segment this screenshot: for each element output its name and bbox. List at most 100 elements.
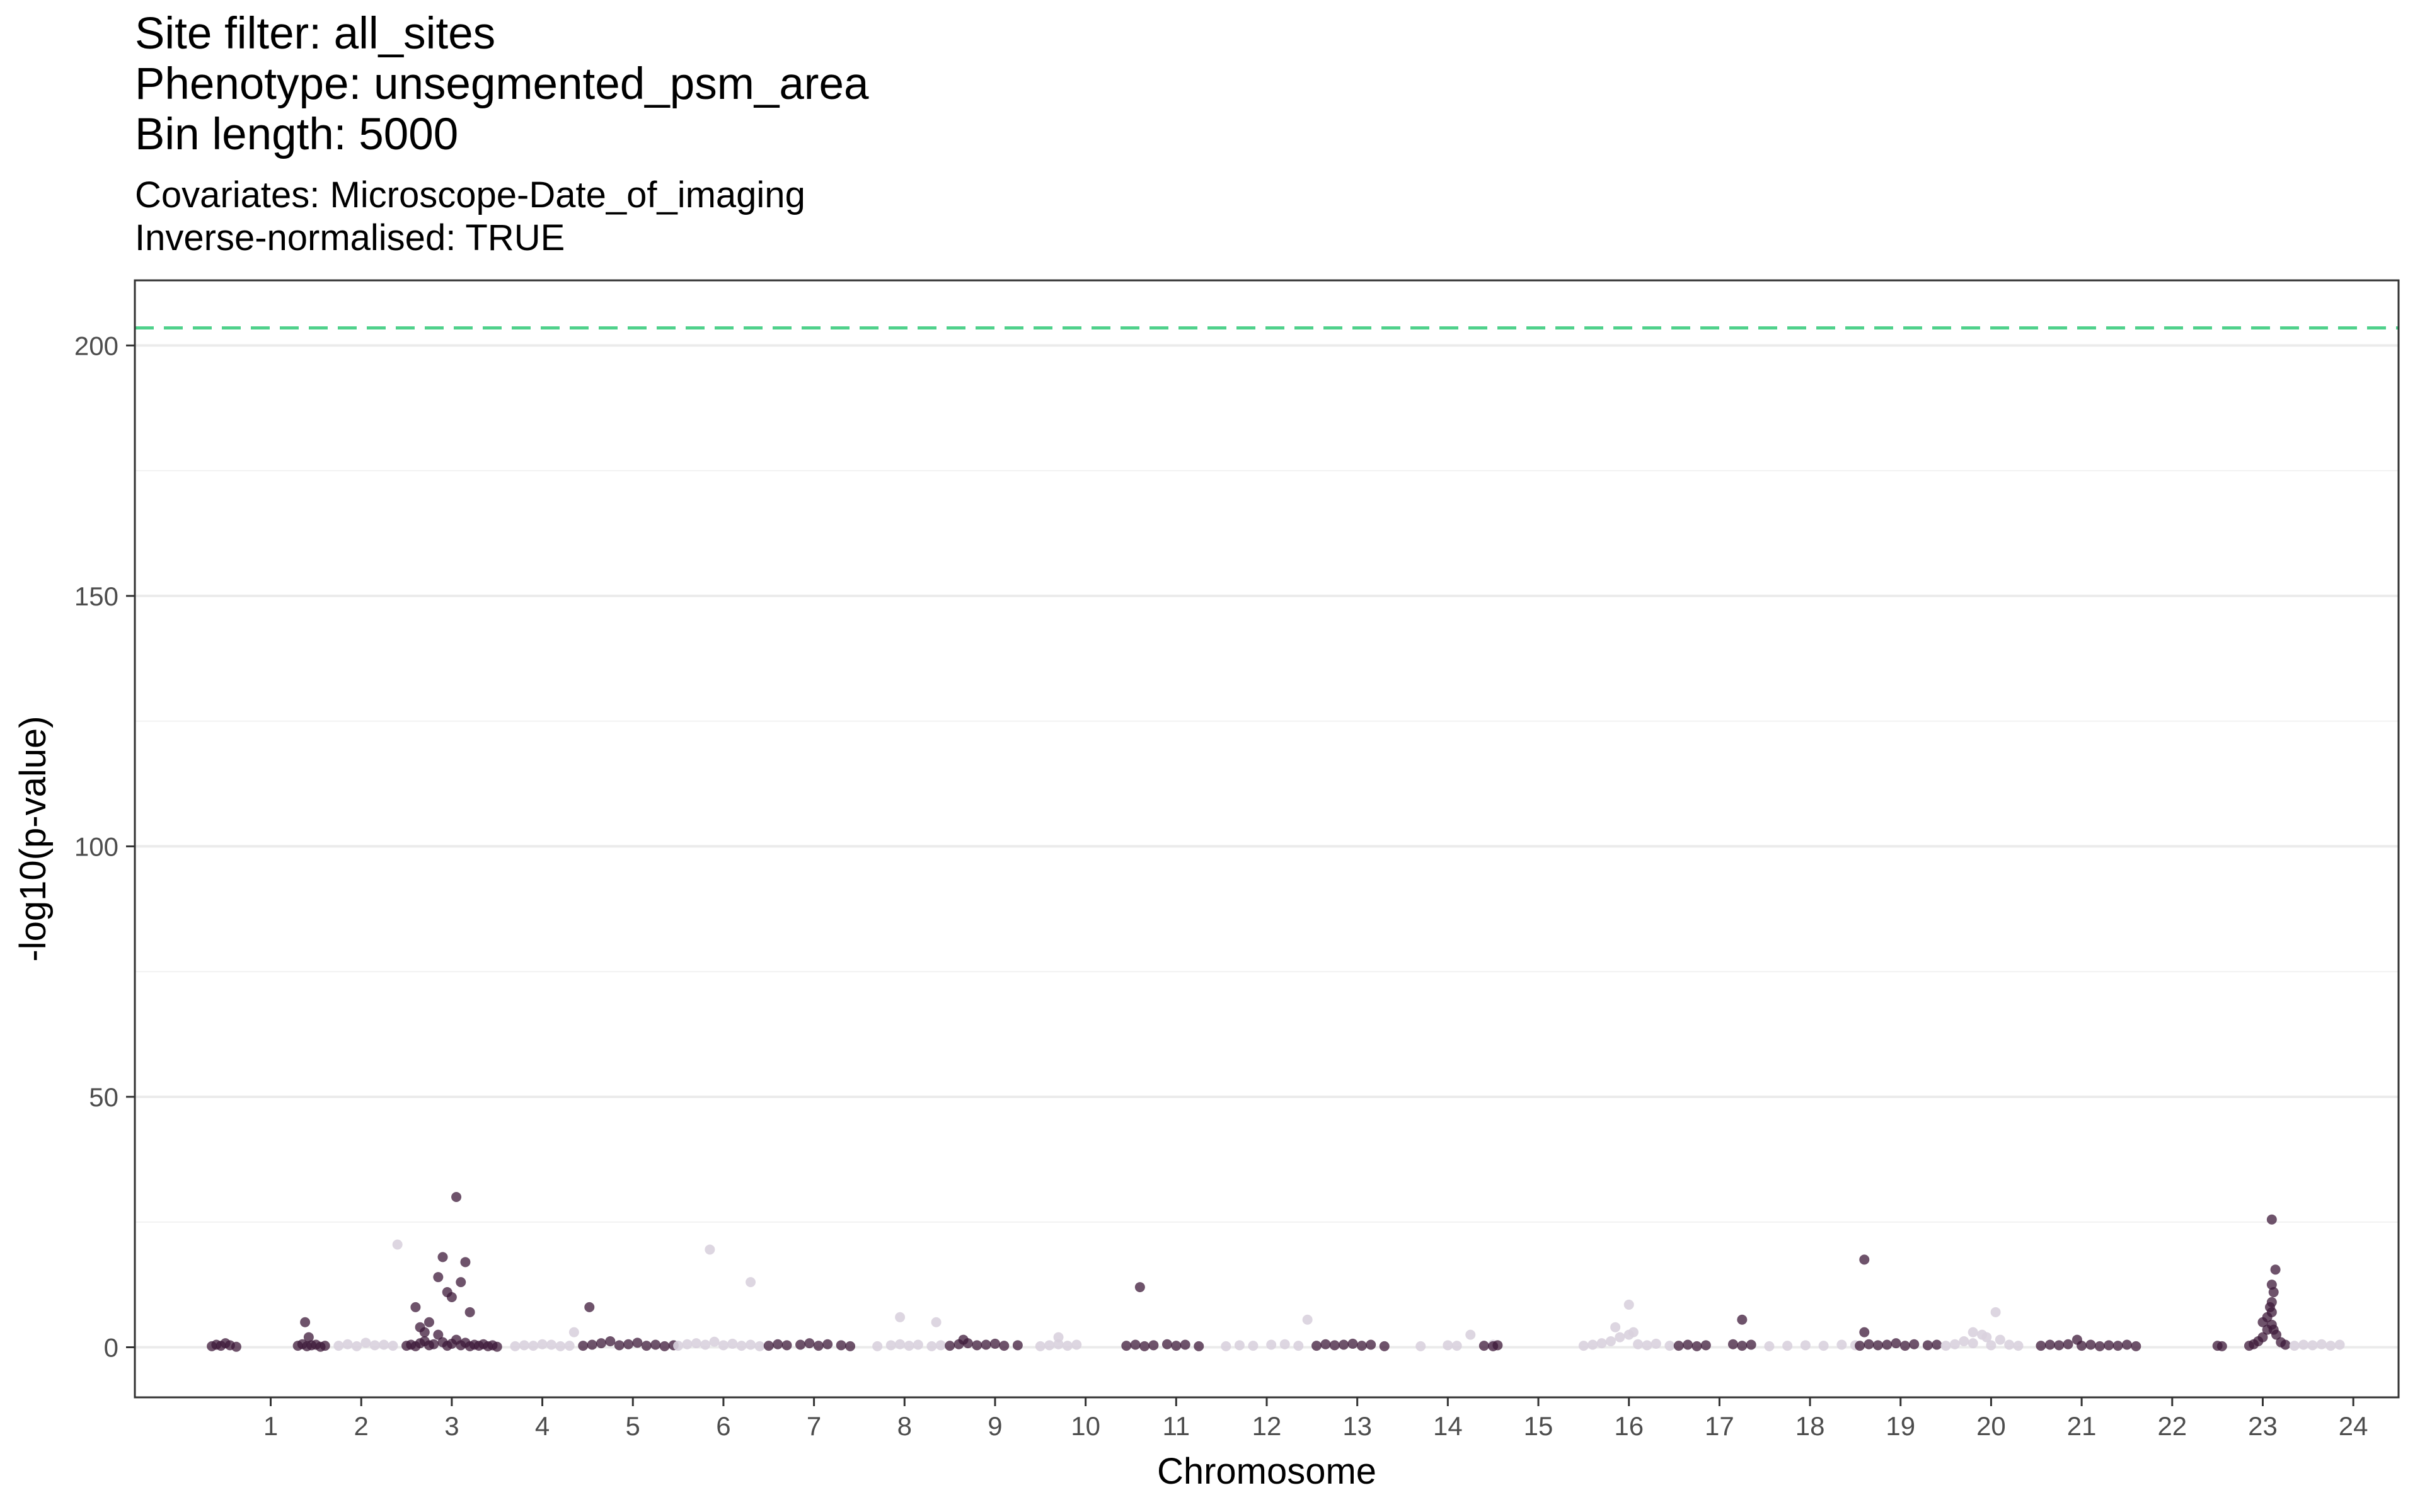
data-point-chr-5 [650,1339,661,1350]
data-point-chr-24 [2325,1341,2336,1351]
data-point-chr-21 [2104,1340,2114,1351]
x-tick-label: 22 [2157,1411,2187,1441]
data-point-chr-17 [1700,1340,1711,1351]
data-point-chr-17 [1727,1339,1738,1349]
x-tick-label: 1 [263,1411,278,1441]
data-point-chr-19 [1899,1341,1910,1351]
data-point-chr-16 [1623,1299,1634,1310]
data-point-chr-17 [1691,1341,1702,1351]
data-point-chr-8 [904,1341,914,1351]
data-point-chr-19 [1864,1339,1874,1349]
data-point-chr-13 [1356,1341,1367,1351]
chart-title-line-3: Bin length: 5000 [135,110,459,159]
data-point-chr-21 [2036,1341,2046,1351]
data-point-chr-5 [659,1341,670,1351]
data-point-chr-12 [1266,1339,1277,1350]
data-point-chr-3 [437,1252,448,1263]
data-point-chr-22 [2216,1341,2227,1351]
data-point-chr-21 [2112,1341,2123,1351]
data-point-chr-6 [718,1340,729,1351]
data-point-chr-3 [410,1302,421,1312]
data-point-chr-23 [2257,1332,2268,1343]
data-point-chr-5 [605,1336,616,1346]
data-point-chr-20 [1968,1338,1978,1349]
data-point-chr-5 [578,1341,589,1351]
data-point-chr-18 [1818,1341,1829,1351]
data-point-chr-6 [736,1341,747,1351]
data-point-chr-19 [1932,1339,1942,1350]
data-point-chr-10 [1062,1341,1073,1351]
data-point-chr-13 [1320,1339,1331,1349]
data-point-chr-12 [1293,1341,1304,1351]
data-point-chr-16 [1596,1338,1607,1349]
data-point-chr-11 [1148,1340,1159,1351]
data-point-chr-11 [1121,1341,1132,1351]
data-point-chr-2 [300,1317,311,1327]
data-point-chr-4 [537,1339,548,1349]
data-point-chr-6 [754,1341,765,1351]
data-point-chr-2 [388,1341,398,1351]
x-tick-label: 9 [988,1411,1002,1441]
data-point-chr-21 [2094,1341,2105,1351]
data-point-chr-20 [1949,1339,1960,1349]
data-point-chr-19 [1882,1339,1893,1350]
data-point-chr-2 [342,1339,353,1349]
data-point-chr-16 [1633,1339,1644,1349]
data-point-chr-23 [2264,1302,2275,1312]
data-point-chr-20 [1995,1334,2005,1345]
data-point-chr-2 [333,1341,344,1351]
data-point-chr-2 [369,1340,380,1351]
data-point-chr-17 [1737,1314,1748,1325]
x-tick-label: 4 [535,1411,550,1441]
data-point-chr-10 [1035,1341,1046,1351]
data-point-chr-23 [2268,1287,2279,1298]
data-point-chr-1 [231,1341,241,1352]
data-point-chr-11 [1161,1339,1172,1349]
grid-lines [135,344,2399,1349]
data-point-chr-4 [546,1339,556,1350]
data-point-chr-9 [945,1341,955,1351]
data-point-chr-4 [555,1341,566,1351]
x-tick-label: 19 [1886,1411,1915,1441]
data-point-chr-20 [2013,1341,2024,1351]
x-tick-label: 17 [1705,1411,1734,1441]
data-point-chr-8 [926,1341,937,1351]
y-tick-label: 150 [74,581,118,611]
x-tick-label: 12 [1252,1411,1282,1441]
x-tick-label: 3 [444,1411,459,1441]
data-point-chr-3 [433,1272,444,1283]
data-point-chr-7 [773,1339,783,1349]
data-point-chr-23 [2270,1264,2281,1275]
data-point-chr-7 [781,1340,792,1351]
data-point-chr-18 [1782,1341,1793,1351]
data-point-chr-2 [360,1337,371,1348]
data-point-chr-9 [972,1340,982,1351]
data-point-chr-7 [822,1339,833,1349]
data-point-chr-9 [958,1334,969,1345]
data-point-chr-6 [746,1339,756,1350]
data-point-chr-17 [1746,1339,1756,1350]
data-point-chr-4 [528,1341,539,1351]
chart-title-line-2: Phenotype: unsegmented_psm_area [135,59,869,109]
data-point-chr-6 [682,1339,693,1349]
data-point-chr-21 [2121,1339,2132,1350]
data-point-chr-3 [424,1317,434,1327]
data-point-chr-8 [913,1339,923,1350]
data-point-chr-17 [1683,1339,1693,1350]
data-point-chr-11 [1130,1339,1141,1350]
data-point-chr-23 [2266,1280,2277,1290]
data-point-chr-16 [1610,1322,1621,1332]
data-point-chr-23 [2266,1214,2277,1225]
data-point-chr-11 [1194,1341,1204,1351]
data-point-chr-5 [641,1341,652,1351]
data-point-chr-12 [1221,1341,1231,1351]
data-point-chr-19 [1855,1341,1865,1351]
data-point-chr-9 [981,1339,991,1350]
data-point-chr-15 [1492,1340,1503,1351]
data-point-chr-6 [709,1336,720,1347]
data-point-chr-13 [1311,1341,1322,1351]
data-point-chr-24 [2307,1340,2318,1351]
data-point-chr-9 [999,1341,1010,1351]
data-point-chr-3 [456,1277,466,1288]
data-point-chr-13 [1329,1340,1340,1351]
